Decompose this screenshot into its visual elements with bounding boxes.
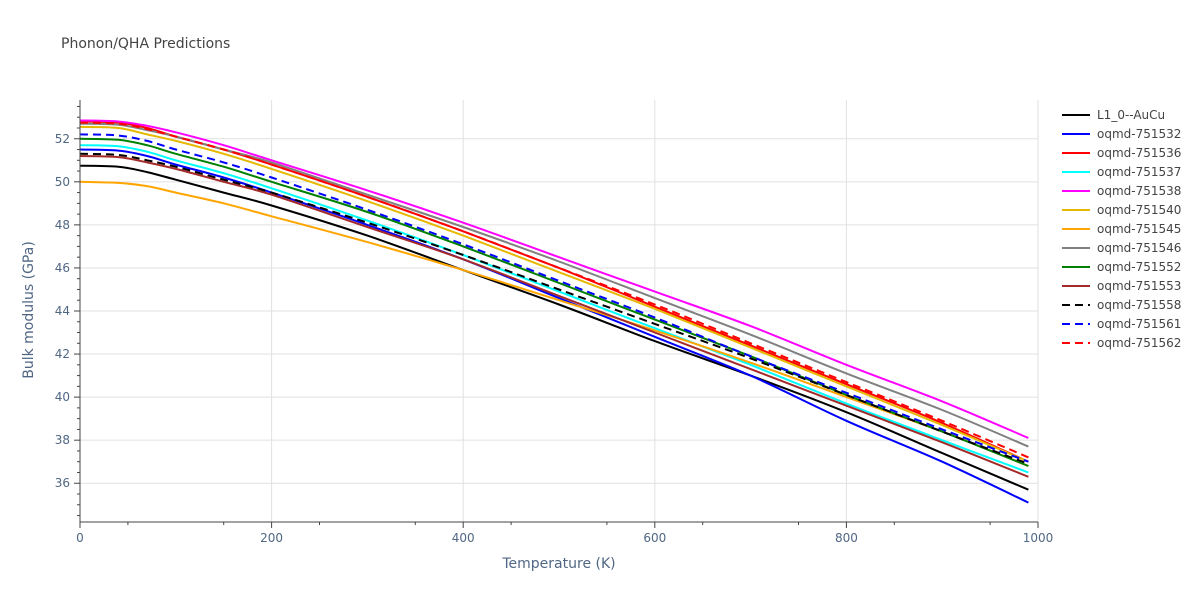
- legend-label: oqmd-751537: [1097, 165, 1181, 179]
- series-line-oqmd-751561: [79, 133, 1029, 463]
- y-tick-label: 38: [55, 433, 70, 447]
- legend: L1_0--AuCu oqmd-751532 oqmd-751536 oqmd-751…: [1062, 108, 1181, 350]
- series-line-oqmd-751562: [79, 121, 1029, 459]
- chart-title: Phonon/QHA Predictions: [61, 36, 231, 52]
- axes: 0 200 400 600 800 1000 36 38 40 42 44 46 48 50 52: [55, 100, 1054, 545]
- series-line-oqmd-751538: [79, 119, 1029, 439]
- y-tick-label: 50: [55, 175, 70, 189]
- series-line-L1_0--AuCu: [79, 164, 1029, 491]
- x-tick-label: 400: [452, 531, 475, 545]
- y-tick-label: 36: [55, 476, 70, 490]
- series-line-oqmd-751545: [79, 180, 1029, 467]
- series-line-oqmd-751537: [79, 144, 1029, 474]
- x-tick-label: 200: [260, 531, 283, 545]
- legend-label: oqmd-751532: [1097, 127, 1181, 141]
- legend-label: oqmd-751536: [1097, 146, 1181, 160]
- y-tick-label: 46: [55, 261, 70, 275]
- y-tick-label: 40: [55, 390, 70, 404]
- x-tick-label: 1000: [1023, 531, 1054, 545]
- y-tick-label: 52: [55, 132, 70, 146]
- legend-label: oqmd-751552: [1097, 260, 1181, 274]
- series-line-oqmd-751553: [79, 155, 1029, 478]
- y-axis-label: Bulk modulus (GPa): [21, 241, 37, 379]
- y-tick-label: 48: [55, 218, 70, 232]
- x-tick-label: 800: [835, 531, 858, 545]
- series-line-oqmd-751552: [79, 137, 1029, 467]
- legend-label: oqmd-751553: [1097, 279, 1181, 293]
- legend-label: oqmd-751546: [1097, 241, 1181, 255]
- y-tick-label: 44: [55, 304, 70, 318]
- legend-label: oqmd-751561: [1097, 317, 1181, 331]
- series-line-oqmd-751540: [79, 125, 1029, 463]
- x-axis-label: Temperature (K): [501, 556, 615, 572]
- legend-label: L1_0--AuCu: [1097, 108, 1165, 122]
- legend-label: oqmd-751540: [1097, 203, 1181, 217]
- series-lines: [79, 119, 1029, 504]
- y-tick-label: 42: [55, 347, 70, 361]
- legend-label: oqmd-751562: [1097, 336, 1181, 350]
- x-tick-label: 0: [76, 531, 84, 545]
- legend-label: oqmd-751545: [1097, 222, 1181, 236]
- legend-label: oqmd-751538: [1097, 184, 1181, 198]
- x-tick-label: 600: [643, 531, 666, 545]
- legend-label: oqmd-751558: [1097, 298, 1181, 312]
- series-line-oqmd-751558: [79, 152, 1029, 465]
